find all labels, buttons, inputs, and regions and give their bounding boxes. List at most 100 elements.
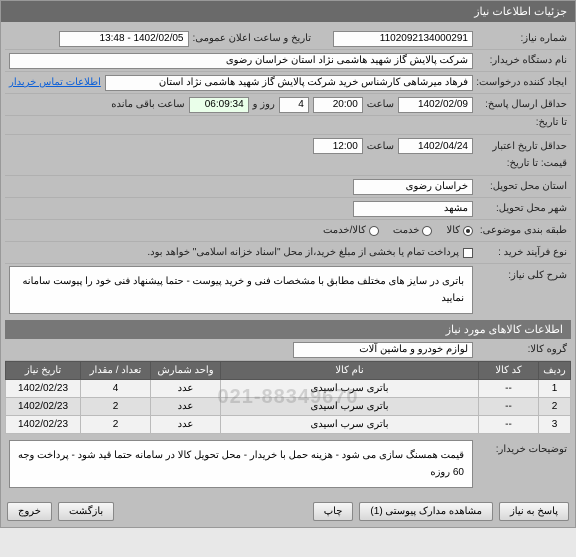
cell-qty: 4 [81, 380, 151, 398]
th-date: تاریخ نیاز [6, 362, 81, 380]
buy-process-text: پرداخت تمام یا بخشی از مبلغ خرید،از محل … [9, 247, 459, 258]
cell-code: -- [479, 398, 539, 416]
row-deadline1b: تا تاریخ: [5, 113, 571, 135]
publish-value: 1402/02/05 - 13:48 [59, 31, 189, 47]
cell-unit: عدد [151, 380, 221, 398]
radio-goods[interactable]: کالا [446, 225, 473, 236]
cell-idx: 1 [539, 380, 571, 398]
row-deadline2b: قیمت: تا تاریخ: [5, 154, 571, 176]
deadline2-date: 1402/04/24 [398, 138, 473, 154]
group-value: لوازم خودرو و ماشین آلات [293, 342, 473, 358]
group-label: گروه کالا: [477, 344, 567, 355]
cell-idx: 2 [539, 398, 571, 416]
need-no-label: شماره نیاز: [477, 33, 567, 44]
province-label: استان محل تحویل: [477, 181, 567, 192]
buyer-org-value: شرکت پالایش گاز شهید هاشمی نژاد استان خر… [9, 53, 473, 69]
deadline1-time: 20:00 [313, 97, 363, 113]
print-button[interactable]: چاپ [313, 502, 354, 521]
row-buy-process: نوع فرآیند خرید : پرداخت تمام یا بخشی از… [5, 242, 571, 264]
attachments-button[interactable]: مشاهده مدارک پیوستی (1) [359, 502, 493, 521]
close-button[interactable]: خروج [7, 502, 52, 521]
cell-name: باتری سرب اسیدی [221, 398, 479, 416]
radio-goods-label: کالا [446, 225, 460, 236]
remain-time: 06:09:34 [189, 97, 249, 113]
spacer [120, 502, 307, 521]
buy-process-label: نوع فرآیند خرید : [477, 247, 567, 258]
row-need-no: شماره نیاز: 1102092134000291 تاریخ و ساع… [5, 28, 571, 50]
days-label: روز و [253, 99, 275, 110]
radio-both-label: کالا/خدمت [323, 225, 366, 236]
city-value: مشهد [353, 201, 473, 217]
cell-code: -- [479, 416, 539, 434]
category-radios: کالا خدمت کالا/خدمت [323, 225, 473, 236]
buyer-note-text: قیمت همسنگ سازی می شود - هزینه حمل با خر… [9, 440, 473, 488]
requester-value: فرهاد میرشاهی کارشناس خرید شرکت پالایش گ… [105, 75, 473, 91]
th-row: ردیف [539, 362, 571, 380]
buyer-note-label: توضیحات خریدار: [477, 440, 567, 455]
time-label-2: ساعت [367, 141, 394, 152]
items-section-title: اطلاعات کالاهای مورد نیاز [446, 324, 563, 336]
radio-both[interactable]: کالا/خدمت [323, 225, 379, 236]
row-city: شهر محل تحویل: مشهد [5, 198, 571, 220]
row-need-desc: شرح کلی نیاز: باتری در سایز های مختلف مط… [5, 264, 571, 316]
province-value: خراسان رضوی [353, 179, 473, 195]
panel-body: شماره نیاز: 1102092134000291 تاریخ و ساع… [1, 22, 575, 496]
cell-unit: عدد [151, 416, 221, 434]
th-unit: واحد شمارش [151, 362, 221, 380]
row-buyer-org: نام دستگاه خریدار: شرکت پالایش گاز شهید … [5, 50, 571, 72]
cell-unit: عدد [151, 398, 221, 416]
radio-dot-icon [463, 226, 473, 236]
items-table-wrap: ردیف کد کالا نام کالا واحد شمارش تعداد /… [5, 361, 571, 434]
deadline1-label: حداقل ارسال پاسخ: [477, 99, 567, 110]
deadline2-sub: قیمت: تا تاریخ: [477, 158, 567, 169]
cell-qty: 2 [81, 416, 151, 434]
radio-dot-icon [369, 226, 379, 236]
need-desc-label: شرح کلی نیاز: [477, 266, 567, 281]
row-buyer-note: توضیحات خریدار: قیمت همسنگ سازی می شود -… [5, 438, 571, 490]
table-row[interactable]: 3--باتری سرب اسیدیعدد21402/02/23 [6, 416, 571, 434]
panel-title: جزئیات اطلاعات نیاز [474, 6, 567, 18]
items-section-header: اطلاعات کالاهای مورد نیاز [5, 320, 571, 339]
th-name: نام کالا [221, 362, 479, 380]
deadline1-sep: تا تاریخ: [477, 117, 567, 128]
table-row[interactable]: 1--باتری سرب اسیدیعدد41402/02/23 [6, 380, 571, 398]
need-desc-text: باتری در سایز های مختلف مطابق با مشخصات … [9, 266, 473, 314]
deadline2-label: حداقل تاریخ اعتبار [477, 141, 567, 152]
panel-header: جزئیات اطلاعات نیاز [1, 1, 575, 22]
th-code: کد کالا [479, 362, 539, 380]
radio-service[interactable]: خدمت [393, 225, 433, 236]
row-requester: ایجاد کننده درخواست: فرهاد میرشاهی کارشن… [5, 72, 571, 94]
table-header-row: ردیف کد کالا نام کالا واحد شمارش تعداد /… [6, 362, 571, 380]
cell-idx: 3 [539, 416, 571, 434]
remain-label: ساعت باقی مانده [111, 99, 184, 110]
back-button[interactable]: بازگشت [58, 502, 114, 521]
radio-service-label: خدمت [393, 225, 420, 236]
reply-button[interactable]: پاسخ به نیاز [499, 502, 569, 521]
items-table: ردیف کد کالا نام کالا واحد شمارش تعداد /… [5, 361, 571, 434]
category-label: طبقه بندی موضوعی: [477, 225, 567, 236]
publish-label: تاریخ و ساعت اعلان عمومی: [193, 33, 312, 44]
radio-dot-icon [422, 226, 432, 236]
need-no-value: 1102092134000291 [333, 31, 473, 47]
contact-link[interactable]: اطلاعات تماس خریدار [9, 77, 101, 88]
row-province: استان محل تحویل: خراسان رضوی [5, 176, 571, 198]
footer-buttons: پاسخ به نیاز مشاهده مدارک پیوستی (1) چاپ… [1, 496, 575, 527]
requester-label: ایجاد کننده درخواست: [477, 77, 567, 88]
days-value: 4 [279, 97, 309, 113]
details-panel: جزئیات اطلاعات نیاز شماره نیاز: 11020921… [0, 0, 576, 528]
table-row[interactable]: 2--باتری سرب اسیدیعدد21402/02/23 [6, 398, 571, 416]
buyer-org-label: نام دستگاه خریدار: [477, 55, 567, 66]
th-qty: تعداد / مقدار [81, 362, 151, 380]
checkbox-icon[interactable] [463, 248, 473, 258]
deadline2-time: 12:00 [313, 138, 363, 154]
city-label: شهر محل تحویل: [477, 203, 567, 214]
cell-date: 1402/02/23 [6, 416, 81, 434]
cell-name: باتری سرب اسیدی [221, 380, 479, 398]
deadline1-date: 1402/02/09 [398, 97, 473, 113]
cell-date: 1402/02/23 [6, 398, 81, 416]
cell-date: 1402/02/23 [6, 380, 81, 398]
row-category: طبقه بندی موضوعی: کالا خدمت کالا/خدمت [5, 220, 571, 242]
row-group: گروه کالا: لوازم خودرو و ماشین آلات [5, 339, 571, 361]
cell-code: -- [479, 380, 539, 398]
cell-qty: 2 [81, 398, 151, 416]
